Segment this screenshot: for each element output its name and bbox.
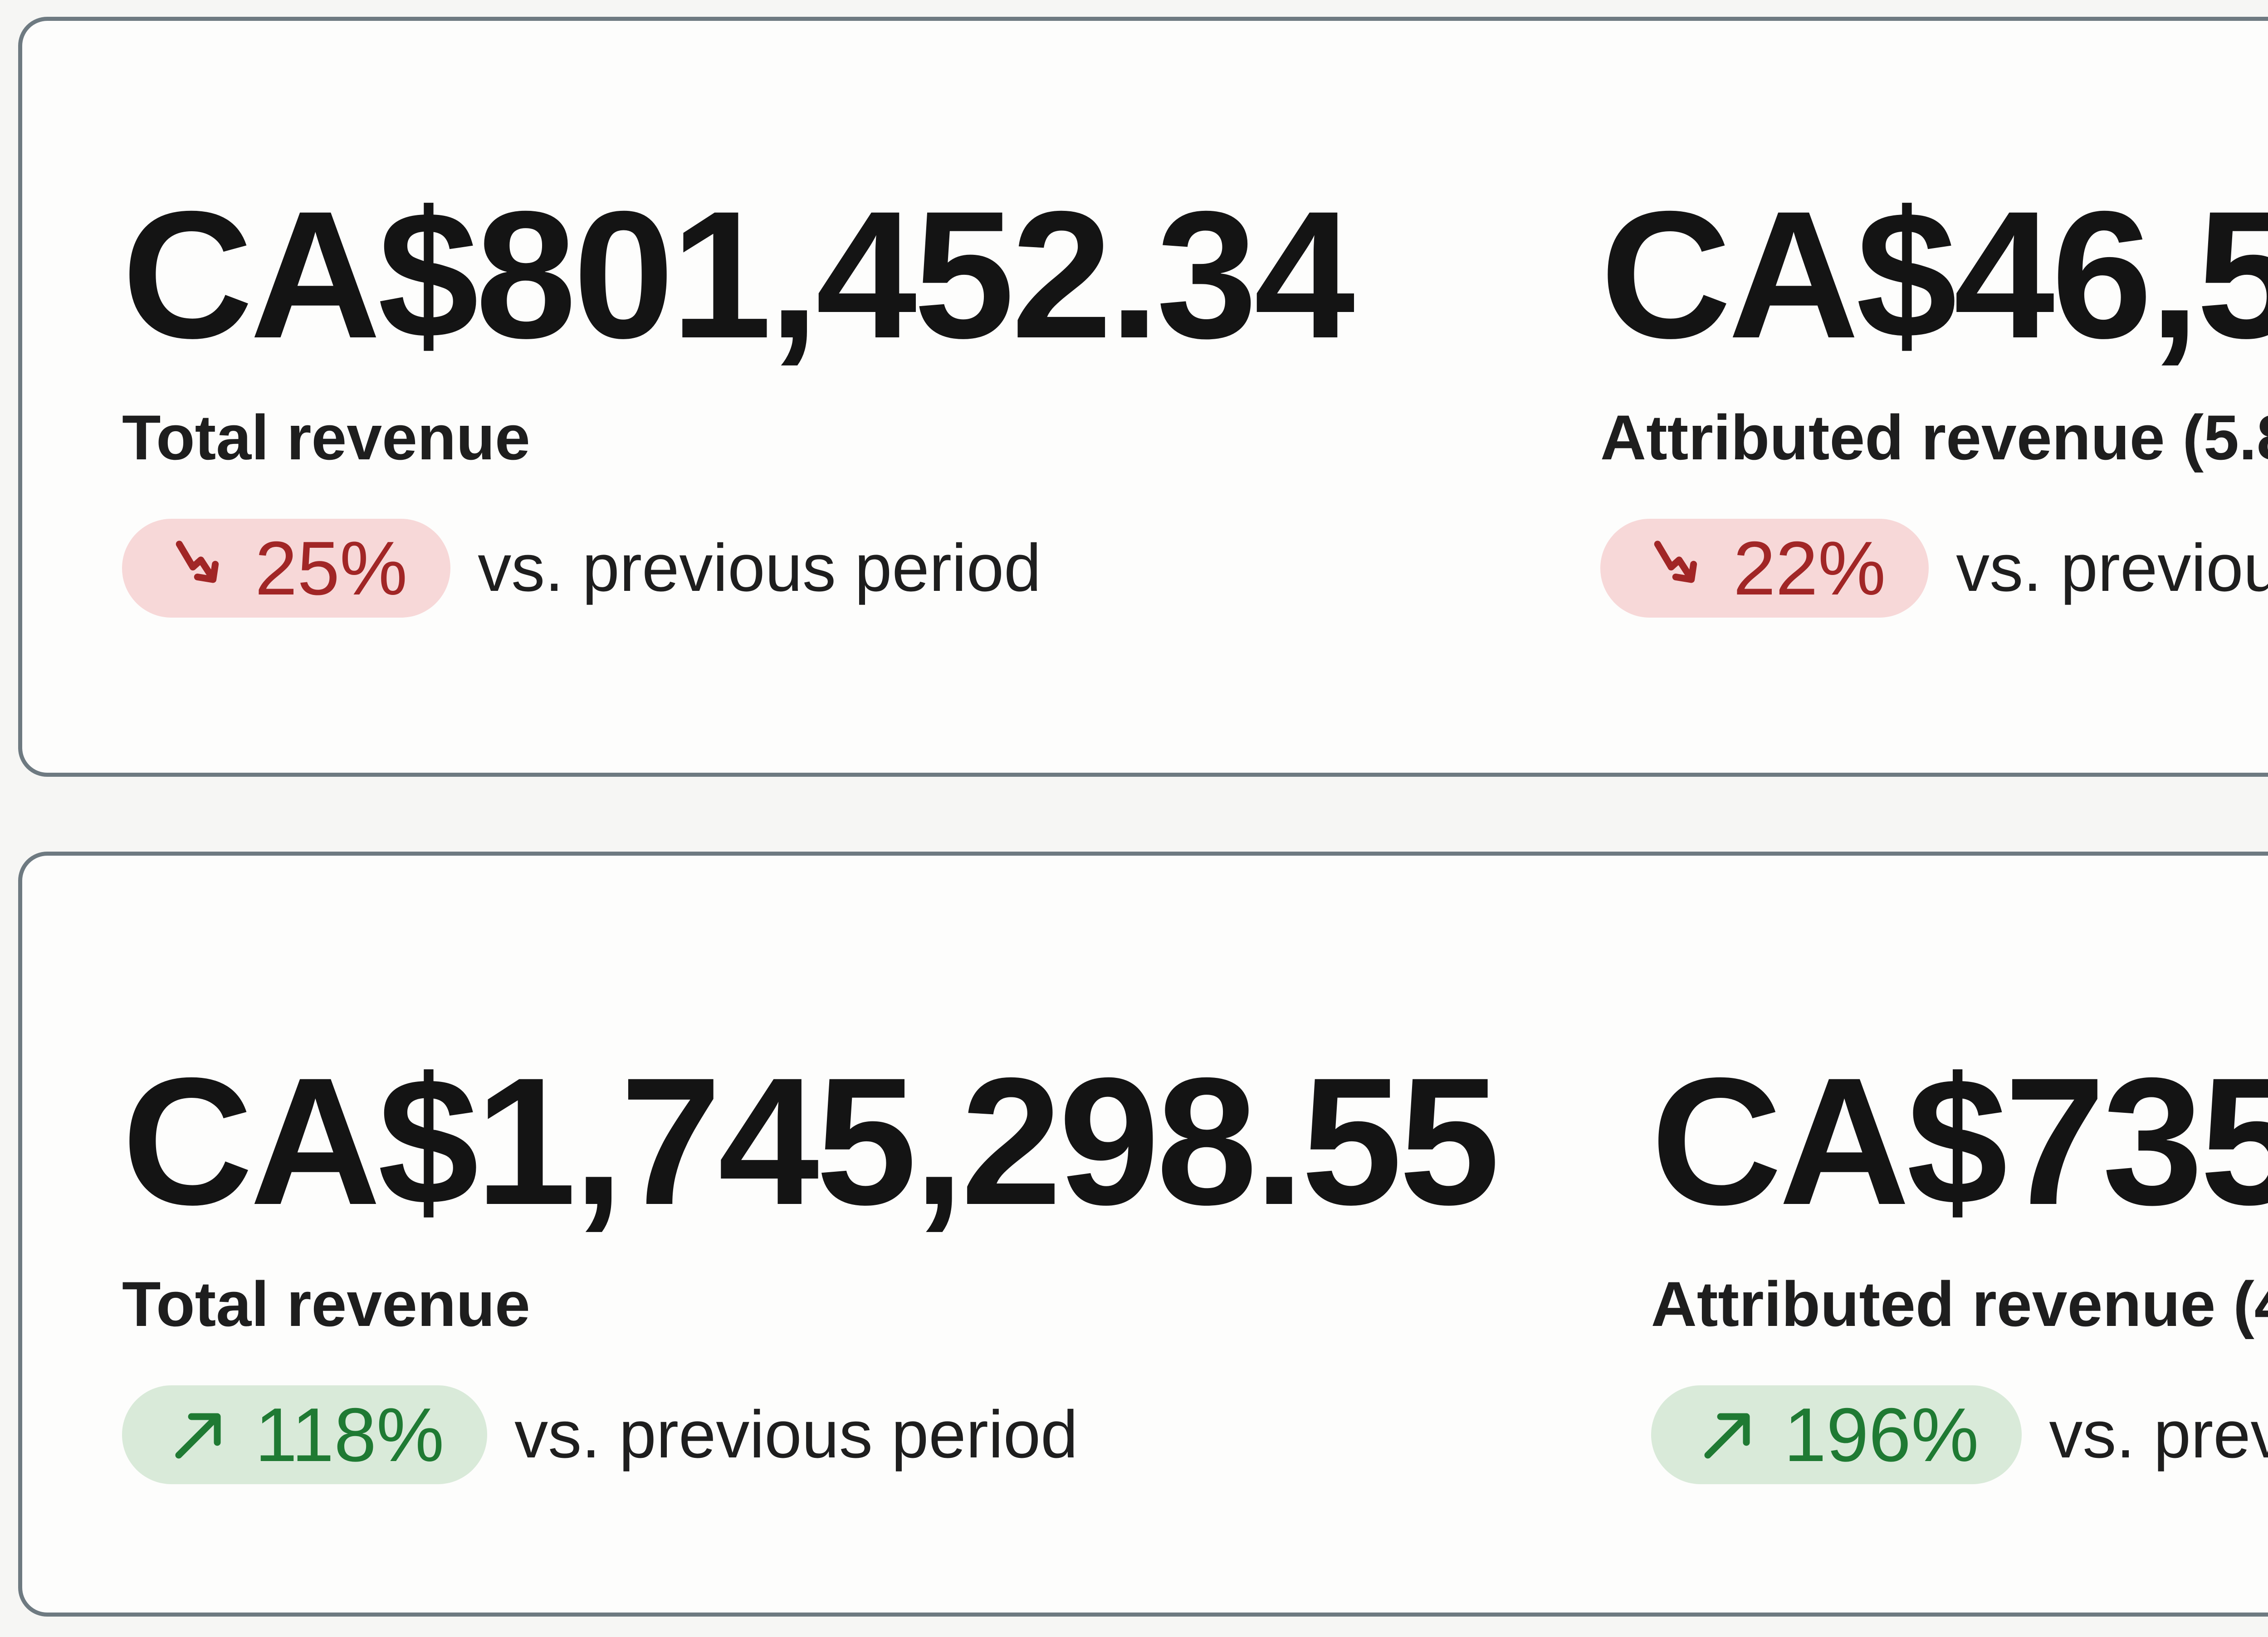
metric-total-revenue: CA$801,452.34 Total revenue 25% vs. prev…: [22, 21, 1501, 773]
metric-label: Attributed revenue (42.16% of total): [1651, 1268, 2268, 1340]
comparison-text: vs. previous period: [2049, 1397, 2268, 1472]
comparison-text: vs. previous period: [1956, 531, 2268, 605]
metric-value: CA$801,452.34: [122, 173, 1355, 376]
delta-row: 25% vs. previous period: [122, 519, 1041, 618]
metric-attributed-revenue: CA$735,876.33 Attributed revenue (42.16%…: [1551, 856, 2268, 1613]
metric-value: CA$46,589.12: [1600, 173, 2268, 376]
delta-row: 196% vs. previous period: [1651, 1385, 2268, 1484]
metric-label: Total revenue: [122, 402, 530, 473]
metric-total-revenue: CA$1,745,298.55 Total revenue 118% vs. p…: [22, 856, 1551, 1613]
delta-row: 118% vs. previous period: [122, 1385, 1078, 1484]
trend-up-icon: [175, 1413, 221, 1459]
metrics-dashboard: CA$801,452.34 Total revenue 25% vs. prev…: [18, 17, 2268, 1617]
delta-badge-positive: 196%: [1651, 1385, 2022, 1484]
revenue-summary-card-top: CA$801,452.34 Total revenue 25% vs. prev…: [18, 17, 2268, 777]
delta-badge-positive: 118%: [122, 1385, 488, 1484]
revenue-summary-card-bottom: CA$1,745,298.55 Total revenue 118% vs. p…: [18, 852, 2268, 1617]
trend-up-icon: [1704, 1413, 1750, 1459]
comparison-text: vs. previous period: [514, 1397, 1078, 1472]
metric-value: CA$735,876.33: [1651, 1040, 2268, 1242]
trend-down-icon: [176, 541, 219, 583]
delta-percent: 25%: [255, 526, 408, 611]
delta-badge-negative: 25%: [122, 519, 451, 618]
delta-row: 22% vs. previous period: [1600, 519, 2268, 618]
delta-percent: 22%: [1733, 526, 1886, 611]
delta-percent: 196%: [1784, 1392, 1979, 1477]
metric-value: CA$1,745,298.55: [122, 1040, 1500, 1242]
metric-label: Attributed revenue (5.81% of total): [1600, 402, 2268, 473]
trend-down-icon: [1654, 541, 1697, 583]
delta-percent: 118%: [255, 1392, 445, 1477]
delta-badge-negative: 22%: [1600, 519, 1929, 618]
comparison-text: vs. previous period: [478, 531, 1041, 605]
metric-label: Total revenue: [122, 1268, 530, 1340]
metric-attributed-revenue: CA$46,589.12 Attributed revenue (5.81% o…: [1501, 21, 2268, 773]
